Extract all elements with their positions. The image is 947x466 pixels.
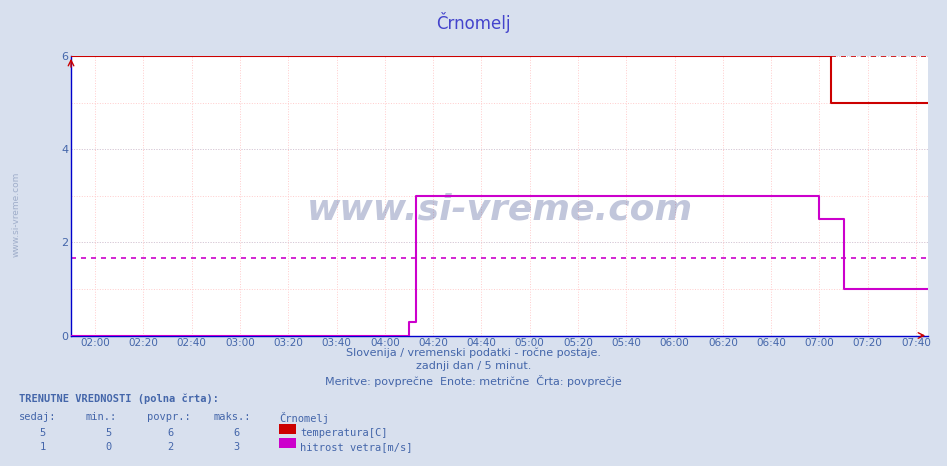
Text: Črnomelj: Črnomelj	[279, 412, 330, 425]
Text: www.si-vreme.com: www.si-vreme.com	[307, 193, 692, 226]
Text: min.:: min.:	[85, 412, 116, 422]
Text: maks.:: maks.:	[213, 412, 251, 422]
Text: 0: 0	[106, 442, 112, 452]
Text: 3: 3	[234, 442, 240, 452]
Text: Črnomelj: Črnomelj	[437, 12, 510, 33]
Text: sedaj:: sedaj:	[19, 412, 57, 422]
Text: 2: 2	[168, 442, 173, 452]
Text: 5: 5	[106, 428, 112, 438]
Text: Meritve: povprečne  Enote: metrične  Črta: povprečje: Meritve: povprečne Enote: metrične Črta:…	[325, 375, 622, 387]
Text: 1: 1	[40, 442, 45, 452]
Text: 6: 6	[168, 428, 173, 438]
Text: povpr.:: povpr.:	[147, 412, 190, 422]
Text: 5: 5	[40, 428, 45, 438]
Text: 6: 6	[234, 428, 240, 438]
Text: TRENUTNE VREDNOSTI (polna črta):: TRENUTNE VREDNOSTI (polna črta):	[19, 394, 219, 404]
Text: hitrost vetra[m/s]: hitrost vetra[m/s]	[300, 442, 413, 452]
Text: Slovenija / vremenski podatki - ročne postaje.: Slovenija / vremenski podatki - ročne po…	[346, 347, 601, 358]
Text: temperatura[C]: temperatura[C]	[300, 428, 387, 438]
Text: zadnji dan / 5 minut.: zadnji dan / 5 minut.	[416, 361, 531, 371]
Text: www.si-vreme.com: www.si-vreme.com	[11, 171, 21, 257]
